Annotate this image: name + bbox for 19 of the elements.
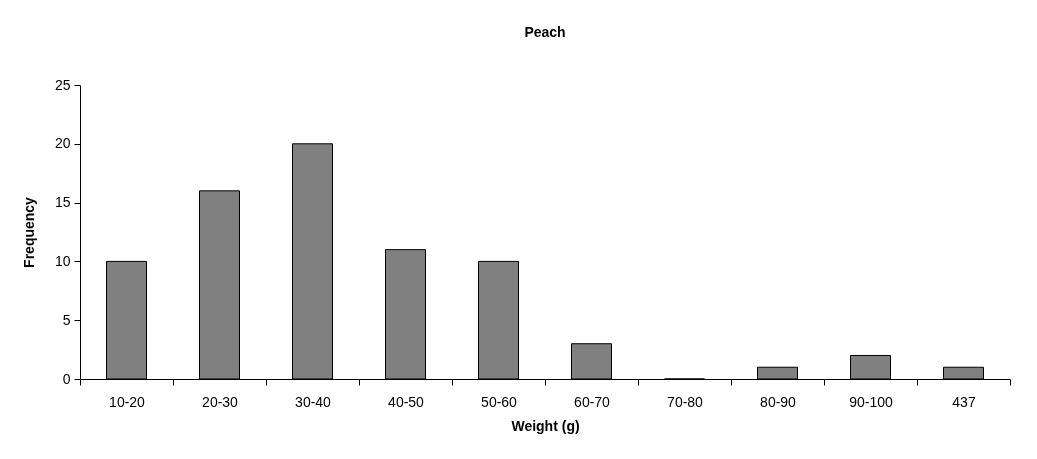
y-tick-label: 20 <box>54 135 71 152</box>
y-axis-title: Frequency <box>20 196 37 268</box>
y-tick-label: 0 <box>62 370 71 387</box>
y-tick-label: 5 <box>62 311 71 328</box>
x-tick-label: 60-70 <box>574 393 611 410</box>
y-tick-label: 15 <box>54 194 71 211</box>
y-tick-label: 25 <box>54 76 71 93</box>
x-tick-label: 80-90 <box>760 393 797 410</box>
y-tick-label: 10 <box>54 252 71 269</box>
x-tick-label: 437 <box>952 393 976 410</box>
x-tick-label: 50-60 <box>481 393 518 410</box>
x-tick-label: 30-40 <box>295 393 332 410</box>
x-tick-label: 90-100 <box>849 393 894 410</box>
x-tick-label: 70-80 <box>667 393 704 410</box>
x-tick-label: 20-30 <box>202 393 239 410</box>
x-axis-title: Weight (g) <box>511 417 580 434</box>
x-tick-label: 10-20 <box>109 393 146 410</box>
chart-title: Peach <box>524 24 566 40</box>
x-tick-label: 40-50 <box>388 393 425 410</box>
